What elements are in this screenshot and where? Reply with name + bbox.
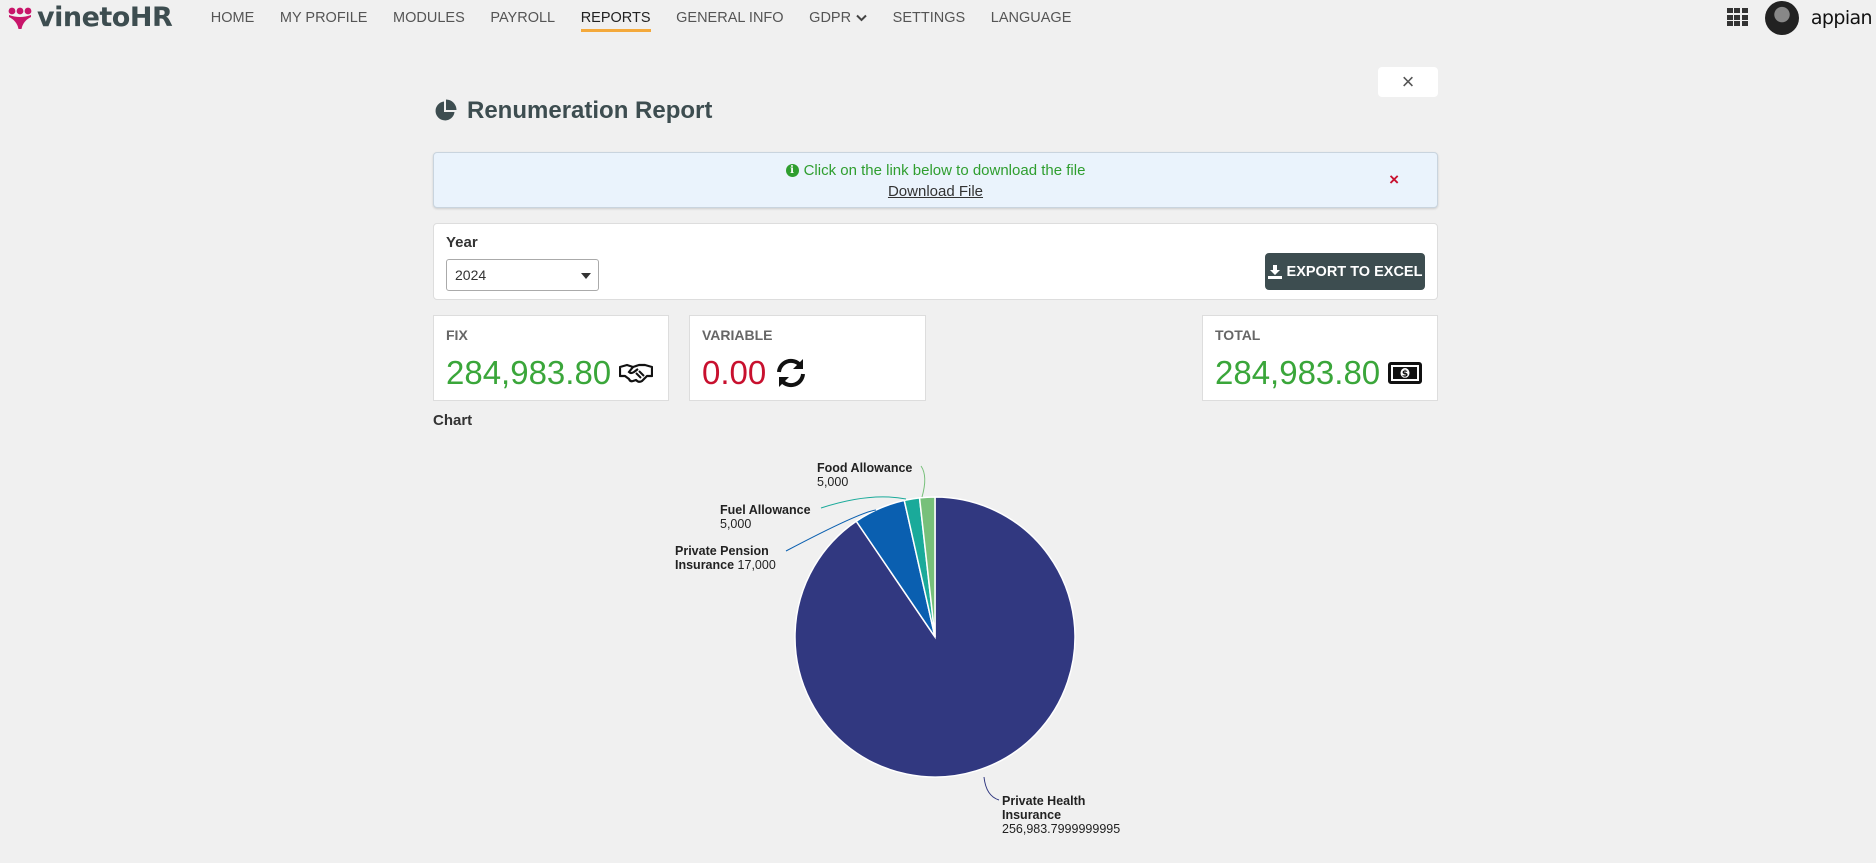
page-title: Renumeration Report <box>433 97 712 125</box>
leader-line <box>785 509 877 552</box>
nav-payroll[interactable]: PAYROLL <box>490 10 556 26</box>
kpi-fix-value: 284,983.80 <box>446 354 612 391</box>
nav-gdpr[interactable]: GDPR <box>796 0 880 36</box>
nav-reports[interactable]: REPORTS <box>568 0 663 36</box>
alert-message-row: i Click on the link below to download th… <box>434 162 1437 179</box>
export-to-excel-button[interactable]: EXPORT TO EXCEL <box>1265 253 1425 290</box>
refresh-icon <box>774 357 808 389</box>
apps-grid-icon[interactable] <box>1726 8 1749 28</box>
kpi-total-label: TOTAL <box>1215 327 1261 343</box>
download-icon <box>1267 264 1282 279</box>
money-bill-icon: $ <box>1388 362 1423 384</box>
logo-text: vinetoHR <box>37 2 173 33</box>
pie-chart-icon <box>435 99 457 121</box>
nav-language[interactable]: LANGUAGE <box>990 10 1072 26</box>
kpi-total-value-row: 284,983.80 $ <box>1215 354 1423 392</box>
kpi-variable-value: 0.00 <box>702 354 767 391</box>
nav-home[interactable]: HOME <box>210 10 255 26</box>
label-fuel-allowance: Fuel Allowance 5,000 <box>720 503 811 531</box>
vineto-logo-icon <box>8 7 32 29</box>
year-select[interactable]: 2024 <box>446 259 599 291</box>
leader-line <box>983 776 1000 801</box>
page-title-text: Renumeration Report <box>467 97 713 124</box>
appian-brand: appian <box>1810 7 1873 29</box>
nav-my-profile[interactable]: MY PROFILE <box>279 10 368 26</box>
handshake-icon <box>619 362 654 384</box>
chevron-down-icon <box>856 14 867 22</box>
kpi-variable-card: VARIABLE 0.00 <box>689 315 926 401</box>
chart-section-label: Chart <box>433 412 473 429</box>
alert-link-row: Download File <box>434 183 1437 200</box>
leader-line <box>820 496 907 509</box>
label-food-allowance: Food Allowance 5,000 <box>817 461 912 489</box>
caret-down-icon <box>581 273 591 279</box>
kpi-fix-card: FIX 284,983.80 <box>433 315 669 401</box>
kpi-fix-value-row: 284,983.80 <box>446 354 654 392</box>
close-report-button[interactable]: × <box>1378 67 1438 97</box>
label-private-health-insurance: Private Health Insurance 256,983.799999999… <box>1002 794 1120 836</box>
nav-general-info[interactable]: GENERAL INFO <box>676 10 784 26</box>
export-button-label: EXPORT TO EXCEL <box>1286 263 1423 280</box>
nav-right-tools: appian <box>1726 0 1876 36</box>
slice-food-allowance[interactable] <box>918 496 936 638</box>
kpi-total-card: TOTAL 284,983.80 $ <box>1202 315 1438 401</box>
logo[interactable]: vinetoHR <box>7 2 173 33</box>
filter-card: Year 2024 EXPORT TO EXCEL <box>433 223 1438 300</box>
download-alert: i Click on the link below to download th… <box>433 152 1438 208</box>
nav-modules[interactable]: MODULES <box>393 10 465 26</box>
year-select-value: 2024 <box>455 267 487 283</box>
kpi-variable-label: VARIABLE <box>702 327 773 343</box>
kpi-fix-label: FIX <box>446 327 468 343</box>
year-label: Year <box>446 234 478 251</box>
user-avatar[interactable] <box>1764 1 1799 35</box>
top-navigation: vinetoHR HOME MY PROFILE MODULES PAYROLL… <box>0 0 1876 36</box>
alert-message: Click on the link below to download the … <box>803 162 1086 179</box>
leader-line <box>920 465 926 498</box>
download-file-link[interactable]: Download File <box>887 183 984 200</box>
svg-text:$: $ <box>1402 370 1408 380</box>
alert-close-button[interactable]: × <box>1389 170 1399 189</box>
nav-settings[interactable]: SETTINGS <box>892 10 966 26</box>
kpi-total-value: 284,983.80 <box>1215 354 1381 391</box>
info-icon: i <box>785 164 799 177</box>
label-private-pension-insurance: Private Pension Insurance 17,000 <box>675 544 776 572</box>
kpi-variable-value-row: 0.00 <box>702 354 808 392</box>
nav-gdpr-label: GDPR <box>809 10 852 26</box>
main-menu: HOME MY PROFILE MODULES PAYROLL REPORTS … <box>198 0 1084 36</box>
